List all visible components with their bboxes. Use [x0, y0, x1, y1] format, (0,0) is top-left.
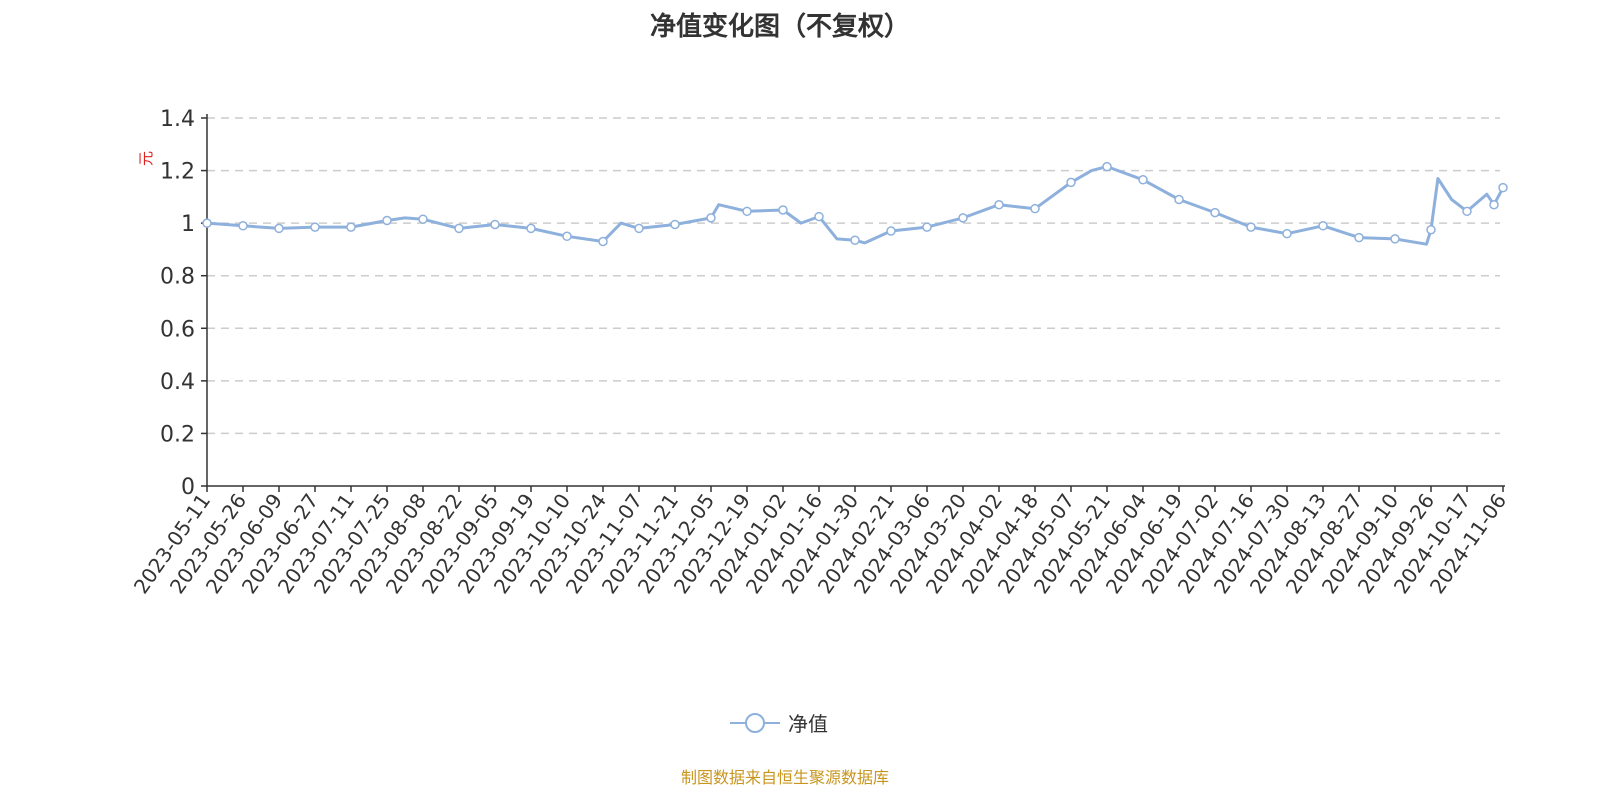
data-point[interactable]: [598, 236, 608, 247]
data-point[interactable]: [634, 223, 644, 234]
data-point[interactable]: [526, 223, 536, 234]
data-point[interactable]: [1462, 206, 1472, 217]
data-point[interactable]: [814, 211, 824, 222]
y-tick-label: 0.8: [160, 265, 195, 290]
data-point[interactable]: [886, 226, 896, 236]
y-tick-label: 0.6: [160, 317, 195, 342]
data-point[interactable]: [274, 223, 284, 234]
series-line: [206, 165, 1505, 246]
data-source-note: 制图数据来自恒生聚源数据库: [680, 768, 889, 787]
data-point[interactable]: [1246, 222, 1256, 232]
data-point[interactable]: [310, 222, 320, 232]
data-point[interactable]: [1390, 234, 1400, 244]
data-point[interactable]: [1282, 228, 1292, 239]
data-point[interactable]: [1489, 199, 1499, 210]
data-point[interactable]: [670, 219, 680, 230]
data-point[interactable]: [382, 215, 392, 226]
data-point[interactable]: [454, 223, 464, 234]
data-point[interactable]: [1174, 194, 1184, 205]
data-point[interactable]: [958, 213, 968, 223]
data-point[interactable]: [850, 235, 860, 245]
y-tick-label: 0.2: [160, 422, 195, 447]
data-point[interactable]: [1426, 224, 1436, 235]
data-point[interactable]: [742, 206, 752, 217]
legend-item[interactable]: 净值: [730, 708, 828, 737]
data-point[interactable]: [1066, 177, 1076, 188]
y-tick-label: 1.4: [160, 107, 195, 132]
legend-line-icon: [730, 712, 780, 733]
data-point[interactable]: [1138, 175, 1148, 185]
y-tick-label: 0: [181, 475, 195, 500]
data-point[interactable]: [1498, 182, 1508, 193]
data-point[interactable]: [238, 221, 248, 231]
data-point[interactable]: [1210, 207, 1220, 218]
data-point[interactable]: [1354, 232, 1364, 243]
y-tick-label: 1: [181, 212, 195, 237]
data-point[interactable]: [562, 231, 572, 242]
data-point[interactable]: [994, 199, 1004, 210]
data-point[interactable]: [778, 205, 788, 215]
data-point[interactable]: [922, 222, 932, 232]
data-point[interactable]: [1318, 221, 1328, 231]
data-point[interactable]: [202, 218, 212, 228]
data-point[interactable]: [1030, 203, 1040, 214]
data-point[interactable]: [1102, 161, 1112, 172]
data-point[interactable]: [490, 219, 500, 230]
data-point[interactable]: [706, 213, 716, 223]
y-tick-label: 0.4: [160, 370, 195, 395]
chart-title: 净值变化图（不复权）: [649, 12, 910, 42]
data-point[interactable]: [418, 214, 428, 224]
legend-label: 净值: [788, 712, 828, 736]
y-tick-label: 1.2: [160, 160, 195, 185]
data-point[interactable]: [346, 222, 356, 232]
